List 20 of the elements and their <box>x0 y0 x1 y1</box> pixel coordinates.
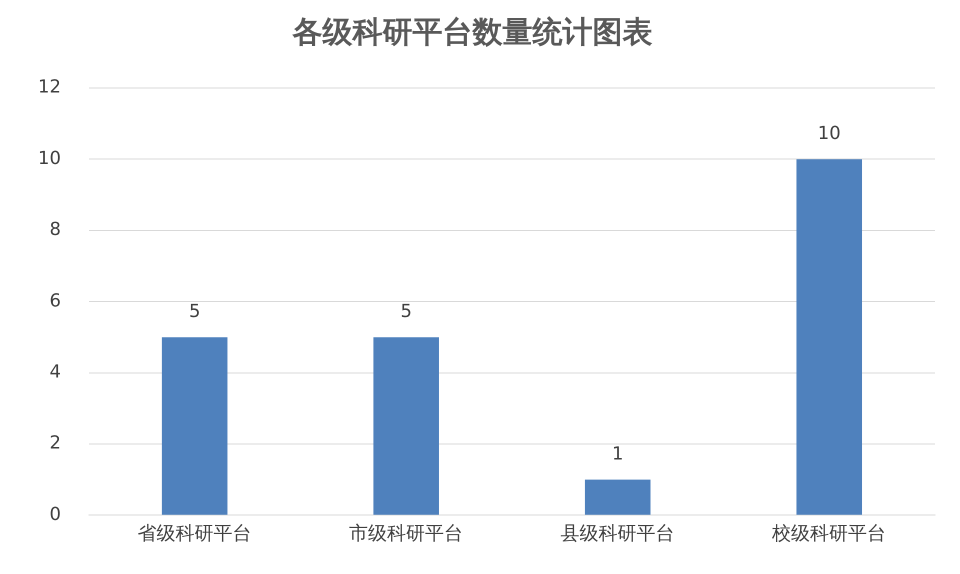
data-label: 5 <box>400 300 412 322</box>
x-tick-label: 省级科研平台 <box>138 522 252 545</box>
x-tick-label: 县级科研平台 <box>560 522 675 545</box>
bar <box>162 337 228 515</box>
y-tick-label: 10 <box>38 148 61 169</box>
bar <box>584 480 650 515</box>
y-tick-label: 6 <box>49 290 61 312</box>
x-tick-label: 校级科研平台 <box>771 522 886 545</box>
y-tick-label: 8 <box>49 219 61 240</box>
bar <box>373 337 439 515</box>
y-tick-label: 0 <box>49 504 61 525</box>
y-tick-label: 12 <box>38 76 61 98</box>
chart-title: 各级科研平台数量统计图表 <box>292 14 652 50</box>
data-label: 5 <box>188 300 200 322</box>
y-tick-label: 4 <box>49 361 61 382</box>
data-label: 1 <box>612 443 624 464</box>
data-label: 10 <box>818 122 841 144</box>
bar <box>796 159 862 515</box>
y-tick-label: 2 <box>49 432 61 454</box>
x-tick-label: 市级科研平台 <box>349 522 464 545</box>
